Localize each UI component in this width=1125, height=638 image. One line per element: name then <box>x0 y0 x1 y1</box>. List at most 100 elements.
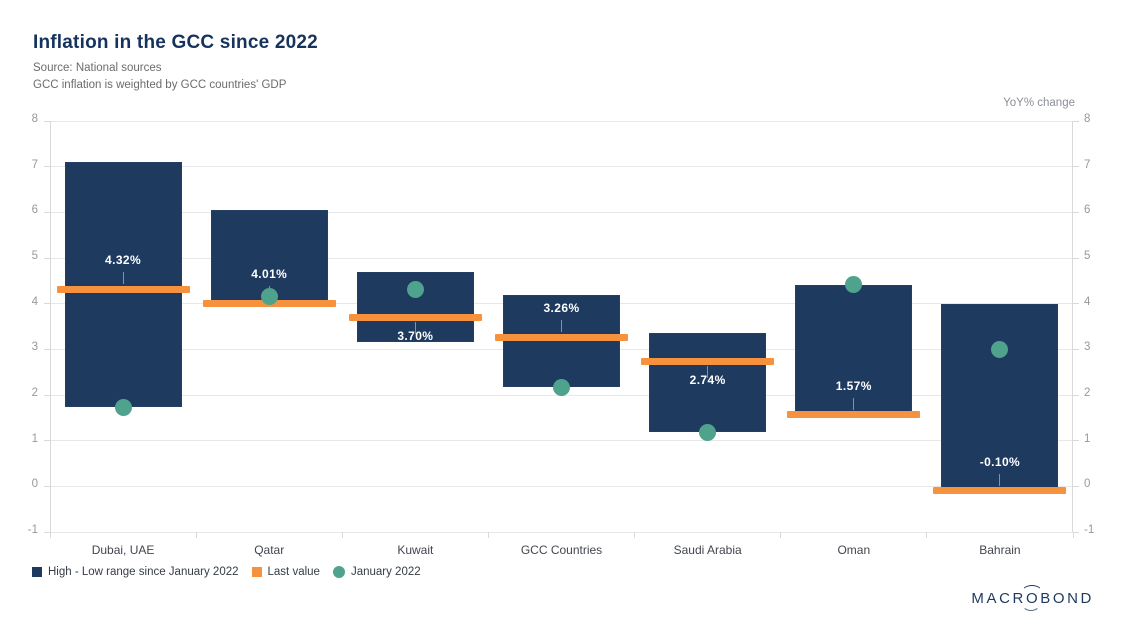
y-axis-tick-right <box>1073 166 1079 168</box>
y-axis-label-left: 4 <box>31 295 38 308</box>
y-axis-label-right: 3 <box>1084 341 1091 354</box>
y-axis-tick-left <box>44 303 50 305</box>
y-axis-label-right: 5 <box>1084 250 1091 262</box>
y-axis-label-left: 5 <box>31 250 38 262</box>
y-axis-label-right: 0 <box>1084 478 1091 491</box>
y-axis-label-left: 0 <box>31 478 38 491</box>
y-axis-label-left: 2 <box>31 387 38 399</box>
last-value-line <box>787 411 921 419</box>
y-axis-label-right: 7 <box>1084 158 1091 171</box>
last-value-label: 3.70% <box>397 329 434 344</box>
y-axis-tick-left <box>44 166 50 168</box>
last-value-line <box>348 313 482 321</box>
jan-2022-dot <box>406 281 424 299</box>
legend-item-range: High - Low range since January 2022 <box>32 566 239 578</box>
x-axis-label: Dubai, UAE <box>91 543 155 557</box>
source-line: Source: National sources <box>33 62 162 74</box>
x-axis-label: Oman <box>837 543 871 557</box>
jan-2022-dot <box>553 379 570 397</box>
legend-item-last-value: Last value <box>251 566 320 578</box>
footnote-line: GCC inflation is weighted by GCC countri… <box>33 78 287 91</box>
logo-text-post: BOND <box>1040 590 1094 607</box>
gridline <box>50 211 1073 213</box>
jan-2022-dot <box>260 288 278 306</box>
y-axis-line-left <box>50 121 51 532</box>
last-value-label: 4.01% <box>251 267 288 282</box>
y-axis-tick-left <box>44 394 50 396</box>
range-bar <box>649 333 767 432</box>
x-axis-tick <box>780 532 782 538</box>
y-axis-tick-right <box>1073 440 1079 442</box>
last-value-label: -0.10% <box>979 454 1021 469</box>
y-axis-label-right: 2 <box>1084 387 1091 399</box>
last-value-label: 4.32% <box>105 253 142 268</box>
jan-2022-dot <box>114 398 132 416</box>
gridline <box>50 120 1073 122</box>
y-axis-label-left: 1 <box>31 432 38 445</box>
x-axis-label: Bahrain <box>979 543 1021 557</box>
y-axis-label-right: 6 <box>1084 204 1091 217</box>
value-connector <box>122 272 124 285</box>
legend-label-last-value: Last value <box>267 566 320 578</box>
x-axis-tick <box>926 532 928 538</box>
y-axis-label-right: -1 <box>1084 524 1095 536</box>
y-axis-tick-right <box>1073 485 1079 487</box>
value-connector <box>999 473 1001 486</box>
x-axis-label: Saudi Arabia <box>673 543 742 557</box>
x-axis-tick <box>195 532 197 538</box>
y-axis-tick-left <box>44 440 50 442</box>
y-axis-tick-right <box>1073 531 1079 533</box>
january-2022-swatch-icon <box>332 566 345 578</box>
x-axis-tick <box>341 532 343 538</box>
value-connector <box>414 322 416 335</box>
y-axis-tick-left <box>44 257 50 259</box>
jan-2022-dot <box>845 276 863 294</box>
y-axis-label-right: 1 <box>1084 432 1091 445</box>
value-connector <box>853 397 855 410</box>
y-axis-tick-left <box>44 348 50 350</box>
last-value-label: 1.57% <box>835 378 872 393</box>
macrobond-logo: MACROBOND <box>971 585 1094 611</box>
x-axis-tick <box>634 532 636 538</box>
gridline <box>50 531 1073 533</box>
y-axis-label-left: -1 <box>27 524 38 536</box>
gridline <box>50 440 1073 442</box>
last-value-line <box>641 357 775 365</box>
value-connector <box>561 320 562 333</box>
logo-text-pre: MACR <box>971 590 1026 607</box>
legend-label-range: High - Low range since January 2022 <box>48 566 239 578</box>
chart-legend: High - Low range since January 2022 Last… <box>32 566 421 578</box>
y-axis-label-right: 4 <box>1084 295 1091 308</box>
x-axis-tick <box>49 532 51 538</box>
jan-2022-dot <box>991 340 1009 358</box>
logo-text-o: O <box>1025 590 1041 607</box>
logo-o-icon: O <box>1020 585 1044 611</box>
last-value-line <box>495 333 628 341</box>
y-axis-tick-right <box>1073 348 1079 350</box>
value-connector <box>707 366 709 379</box>
x-axis-tick <box>487 532 489 538</box>
y-axis-line-right <box>1072 121 1073 532</box>
page-title: Inflation in the GCC since 2022 <box>33 32 318 53</box>
gridline <box>50 166 1073 168</box>
y-axis-label-left: 7 <box>31 158 38 171</box>
y-axis-label-left: 3 <box>31 341 38 354</box>
y-axis-tick-left <box>44 120 50 122</box>
last-value-label: 2.74% <box>689 373 726 388</box>
last-value-label: 3.26% <box>543 301 580 316</box>
y-axis-tick-right <box>1073 120 1079 122</box>
plot-area: 8 8 7 7 6 6 5 5 4 4 3 3 2 2 1 1 0 0 -1 -1 4.32% Dubai, UAE 4.0… <box>28 113 1094 557</box>
y-axis-label-left: 6 <box>31 204 38 217</box>
chart-subtitle: Source: National sources GCC inflation i… <box>33 60 286 93</box>
range-bar <box>941 303 1059 489</box>
y-axis-tick-left <box>44 485 50 487</box>
y-axis-tick-right <box>1073 303 1079 305</box>
x-axis-label: GCC Countries <box>520 543 603 557</box>
y-axis-tick-right <box>1073 394 1079 396</box>
legend-label-january-2022: January 2022 <box>350 566 421 578</box>
y-axis-tick-right <box>1073 211 1079 213</box>
last-value-swatch-icon <box>251 567 262 577</box>
legend-item-january-2022: January 2022 <box>332 566 421 578</box>
y-axis-label-right: 8 <box>1084 113 1091 125</box>
